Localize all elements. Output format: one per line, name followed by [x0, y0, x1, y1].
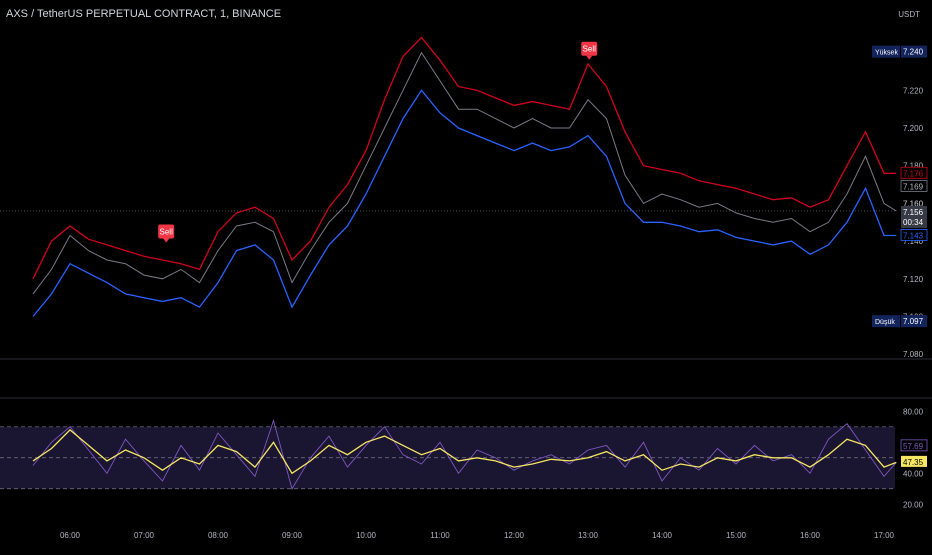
sell-label: Sell	[583, 45, 597, 54]
price-line	[32, 51, 897, 295]
price-tick-label: 7.220	[903, 86, 924, 95]
time-tick-label: 16:00	[800, 531, 821, 540]
rsi-line	[32, 419, 897, 490]
rsi-tick-label: 80.00	[903, 407, 924, 416]
sell-marker: Sell	[581, 41, 598, 60]
time-tick-label: 13:00	[578, 531, 599, 540]
time-tick-label: 07:00	[134, 531, 155, 540]
symbol-title: AXS / TetherUS PERPETUAL CONTRACT, 1, BI…	[6, 8, 282, 20]
lower-band-value: 7.143	[903, 231, 924, 240]
time-tick-label: 12:00	[504, 531, 525, 540]
low-value: 7.097	[903, 317, 924, 326]
time-tick-label: 17:00	[874, 531, 895, 540]
time-tick-label: 06:00	[60, 531, 81, 540]
time-tick-label: 09:00	[282, 531, 303, 540]
currency-label: USDT	[898, 10, 920, 19]
upper-band-line	[32, 36, 897, 280]
sell-label: Sell	[160, 228, 174, 237]
price-tick-label: 7.160	[903, 199, 924, 208]
time-tick-label: 15:00	[726, 531, 747, 540]
high-value: 7.240	[903, 48, 924, 57]
rsi-value: 47.35	[903, 458, 924, 467]
upper-band-badge	[900, 166, 928, 179]
high-badge-bg	[901, 45, 927, 58]
lower-band-badge	[900, 229, 928, 241]
high-badge-label-bg	[872, 45, 900, 58]
time-tick-label: 08:00	[208, 531, 229, 540]
sell-badge-pointer	[586, 55, 593, 60]
price-tick-label: 7.120	[903, 275, 924, 284]
time-tick-label: 11:00	[430, 531, 450, 540]
price-tick-label: 7.180	[903, 162, 924, 171]
low-label: Düşük	[875, 319, 895, 326]
rsi-signal-badge	[900, 439, 928, 452]
mid2-value: 7.160	[903, 199, 924, 208]
rsi-value-badge	[901, 455, 927, 467]
mid-value: 7.169	[903, 182, 924, 191]
last-price-badge	[901, 205, 927, 228]
rsi-tick-label: 20.00	[903, 500, 924, 509]
sell-marker: Sell	[158, 224, 175, 243]
rsi-signal-value: 57.69	[903, 442, 924, 451]
time-tick-label: 10:00	[356, 531, 377, 540]
sell-badge-pointer	[163, 238, 170, 243]
rsi-signal-line	[32, 429, 897, 475]
price-tick-label: 7.140	[903, 237, 924, 246]
time-tick-label: 14:00	[652, 531, 673, 540]
high-label: Yüksek	[875, 50, 898, 57]
price-tick-label: 7.080	[903, 350, 924, 359]
upper-band-value: 7.176	[903, 169, 924, 178]
low-badge-label-bg	[872, 315, 900, 328]
price-tick-label: 7.200	[903, 124, 924, 133]
lower-band-line	[32, 89, 897, 317]
countdown-value: 00:34	[903, 218, 924, 227]
last-price-value: 7.156	[903, 208, 924, 217]
sell-badge	[581, 41, 598, 56]
sell-badge	[158, 224, 175, 239]
low-badge-bg	[901, 315, 927, 328]
rsi-tick-label: 40.00	[903, 469, 924, 478]
mid-badge	[900, 180, 928, 192]
